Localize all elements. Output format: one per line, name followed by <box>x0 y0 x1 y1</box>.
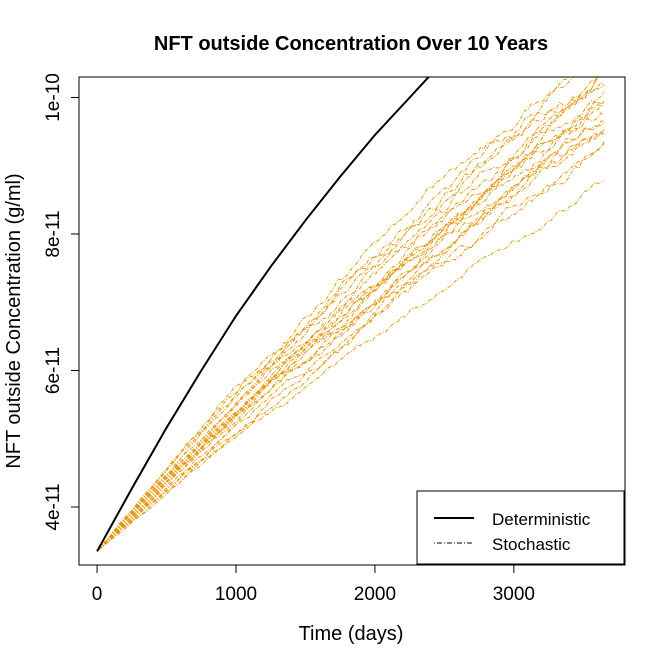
stochastic-run-16 <box>96 77 598 552</box>
legend: Deterministic Stochastic <box>416 490 625 565</box>
stochastic-series <box>96 77 605 552</box>
stochastic-run-3 <box>96 141 605 552</box>
legend-label-deterministic: Deterministic <box>492 510 591 529</box>
y-tick-label-1: 6e-11 <box>43 347 64 394</box>
y-axis: 4e-11 6e-11 8e-11 1e-10 <box>43 73 79 531</box>
x-tick-label-1: 1000 <box>215 584 257 605</box>
stochastic-run-12 <box>96 91 605 552</box>
y-axis-label: NFT outside Concentration (g/ml) <box>3 173 25 468</box>
x-axis-label: Time (days) <box>299 623 404 645</box>
x-tick-label-2: 2000 <box>354 584 396 605</box>
legend-box <box>416 490 625 565</box>
deterministic-series <box>96 77 430 552</box>
stochastic-run-1 <box>96 180 605 552</box>
y-tick-label-2: 8e-11 <box>43 210 64 257</box>
y-tick-label-0: 4e-11 <box>43 483 64 530</box>
y-tick-label-3: 1e-10 <box>43 73 64 122</box>
stochastic-run-9 <box>96 99 605 552</box>
x-tick-label-3: 3000 <box>493 584 535 605</box>
stochastic-run-4 <box>96 129 605 552</box>
x-axis: 0 1000 2000 3000 <box>92 565 535 605</box>
stochastic-run-14 <box>96 84 605 552</box>
deterministic-line <box>96 77 430 552</box>
plot-frame <box>78 76 626 566</box>
stochastic-run-6 <box>96 120 605 552</box>
stochastic-run-13 <box>96 77 600 552</box>
stochastic-run-11 <box>96 104 605 552</box>
stochastic-run-20 <box>96 133 605 552</box>
chart-title: NFT outside Concentration Over 10 Years <box>154 33 548 55</box>
stochastic-run-17 <box>96 77 598 552</box>
stochastic-run-19 <box>96 77 583 552</box>
legend-label-stochastic: Stochastic <box>492 535 571 554</box>
stochastic-run-2 <box>96 143 605 552</box>
x-tick-label-0: 0 <box>92 584 103 605</box>
